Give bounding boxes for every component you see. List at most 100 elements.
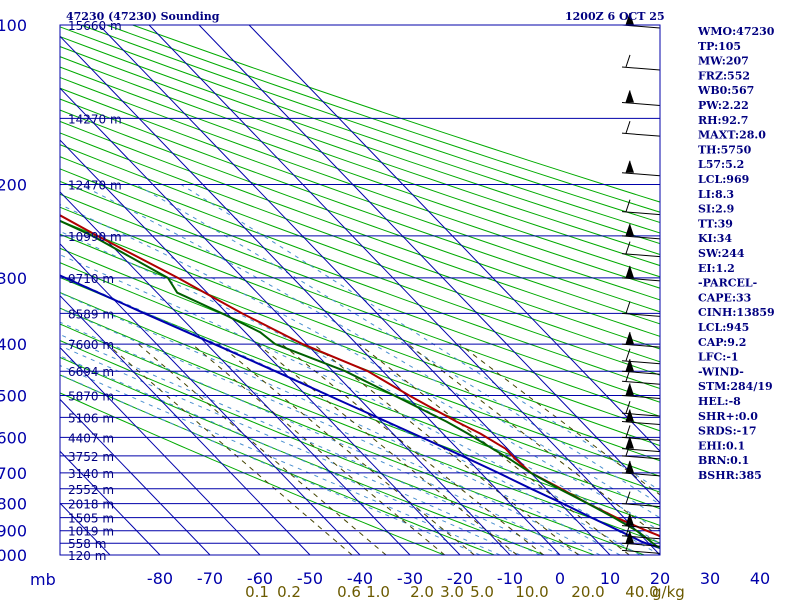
wind-barb-staff <box>621 549 661 554</box>
wind-barb-staff <box>621 370 661 375</box>
index-line: LFC:-1 <box>698 351 739 364</box>
chart-title: 47230 (47230) Sounding <box>66 10 220 23</box>
mixing-ratio-tick-label: 3.0 <box>440 583 464 600</box>
wind-barb-staff <box>621 343 661 348</box>
index-line: BRN:0.1 <box>698 454 749 467</box>
height-label: 3140 m <box>68 467 114 481</box>
pressure-tick-label: 1000 <box>0 546 27 565</box>
height-label: 2018 m <box>68 498 114 512</box>
wind-barb-staff <box>621 380 661 385</box>
temperature-tick-label: -60 <box>247 569 273 588</box>
isotherm <box>60 346 261 555</box>
height-label: 15660 m <box>68 19 122 33</box>
index-line: LI:8.3 <box>698 188 734 201</box>
index-line: SI:2.9 <box>698 203 734 216</box>
pressure-tick-label: 200 <box>0 176 27 195</box>
height-label: 1505 m <box>68 512 114 526</box>
isotherm <box>198 25 660 504</box>
dry-adiabat <box>60 233 660 462</box>
index-line: SHR+:0.0 <box>698 410 758 423</box>
dry-adiabat <box>60 156 660 376</box>
wind-barb-pennant <box>626 513 634 526</box>
height-label: 558 m <box>68 537 106 551</box>
isotherm <box>60 294 311 555</box>
wind-barb-pennant <box>626 160 634 173</box>
wind-barb-flag <box>625 301 631 314</box>
wind-barb-pennant <box>626 409 634 422</box>
wind-barb-staff <box>621 455 661 460</box>
mixing-ratio-line <box>218 343 475 555</box>
index-line: CAPE:33 <box>698 291 751 304</box>
dry-adiabat <box>60 220 660 447</box>
background-adiabats <box>60 25 660 555</box>
mixing-ratio-tick-label: 10.0 <box>515 583 548 600</box>
dry-adiabat <box>60 109 660 325</box>
index-line: -PARCEL- <box>698 277 757 290</box>
height-label: 120 m <box>68 549 106 563</box>
index-line: MW:207 <box>698 55 749 68</box>
wind-barb-staff <box>621 503 661 508</box>
wind-barb-staff <box>621 421 661 426</box>
height-label: 2552 m <box>68 483 114 497</box>
isotherm <box>248 25 660 452</box>
dry-adiabat <box>60 144 660 363</box>
temperature-tick-label: 0 <box>555 569 565 588</box>
height-label: 7600 m <box>68 338 114 352</box>
plot-frame <box>59 24 661 556</box>
index-line: RH:92.7 <box>698 114 748 127</box>
dry-adiabat <box>60 98 660 313</box>
index-line: WB0:567 <box>697 84 754 97</box>
index-line: SW:244 <box>698 247 745 260</box>
temperature-tick-label: -30 <box>397 569 423 588</box>
wind-barb-flag <box>625 54 631 68</box>
wind-barb-pennant <box>626 383 634 396</box>
pressure-unit-label: mb <box>30 570 56 589</box>
isotherm <box>60 35 561 555</box>
index-line: FRZ:552 <box>698 69 750 82</box>
index-line: LCL:945 <box>698 321 749 334</box>
index-line: SRDS:-17 <box>698 425 757 438</box>
wind-barb-staff <box>621 211 661 216</box>
dry-adiabat <box>60 262 660 493</box>
isotherm <box>60 243 361 555</box>
dry-adiabat <box>60 247 660 477</box>
wind-barb-pennant <box>626 265 634 278</box>
dry-adiabat <box>106 25 660 213</box>
mixing-ratio-tick-label: 0.1 <box>245 583 269 600</box>
wind-barb-pennant <box>626 460 634 473</box>
wind-barb-staff <box>621 312 661 317</box>
temperature-tick-label: 40 <box>750 569 770 588</box>
index-line: PW:2.22 <box>698 99 749 112</box>
temperature-tick-label: -80 <box>147 569 173 588</box>
pressure-tick-label: 300 <box>0 269 27 288</box>
sounding-time: 1200Z 6 OCT 25 <box>565 10 665 23</box>
pressure-tick-label: 600 <box>0 428 27 447</box>
background-grid <box>60 25 660 555</box>
wind-barb-staff <box>621 277 661 282</box>
temperature-tick-label: 30 <box>700 569 720 588</box>
dry-adiabat <box>60 132 660 350</box>
index-line: MAXT:28.0 <box>698 129 766 142</box>
isotherm <box>60 87 511 555</box>
mixing-ratio-tick-label: 5.0 <box>470 583 494 600</box>
height-label: 10990 m <box>68 230 122 244</box>
temperature-tick-label: -70 <box>197 569 223 588</box>
wind-barb-staff <box>621 235 661 240</box>
temperature-tick-label: 10 <box>600 569 620 588</box>
dry-adiabat <box>60 76 660 289</box>
pressure-tick-label: 400 <box>0 335 27 354</box>
axis-labels: 100200300400500600700800900100015660 m14… <box>0 16 770 600</box>
wind-barb-flag <box>625 523 631 536</box>
wind-barb-staff <box>621 360 661 365</box>
wind-barb-staff <box>621 101 661 106</box>
wind-barb-staff <box>621 472 661 477</box>
wind-barb-staff <box>621 394 661 399</box>
isotherm <box>60 139 461 555</box>
wind-barb-pennant <box>626 359 634 372</box>
index-line: TP:105 <box>698 40 741 53</box>
wind-barb-flag <box>625 401 631 414</box>
height-label: 5870 m <box>68 389 114 403</box>
pressure-tick-label: 500 <box>0 386 27 405</box>
isotherm <box>60 450 161 555</box>
dry-adiabat <box>60 87 660 301</box>
